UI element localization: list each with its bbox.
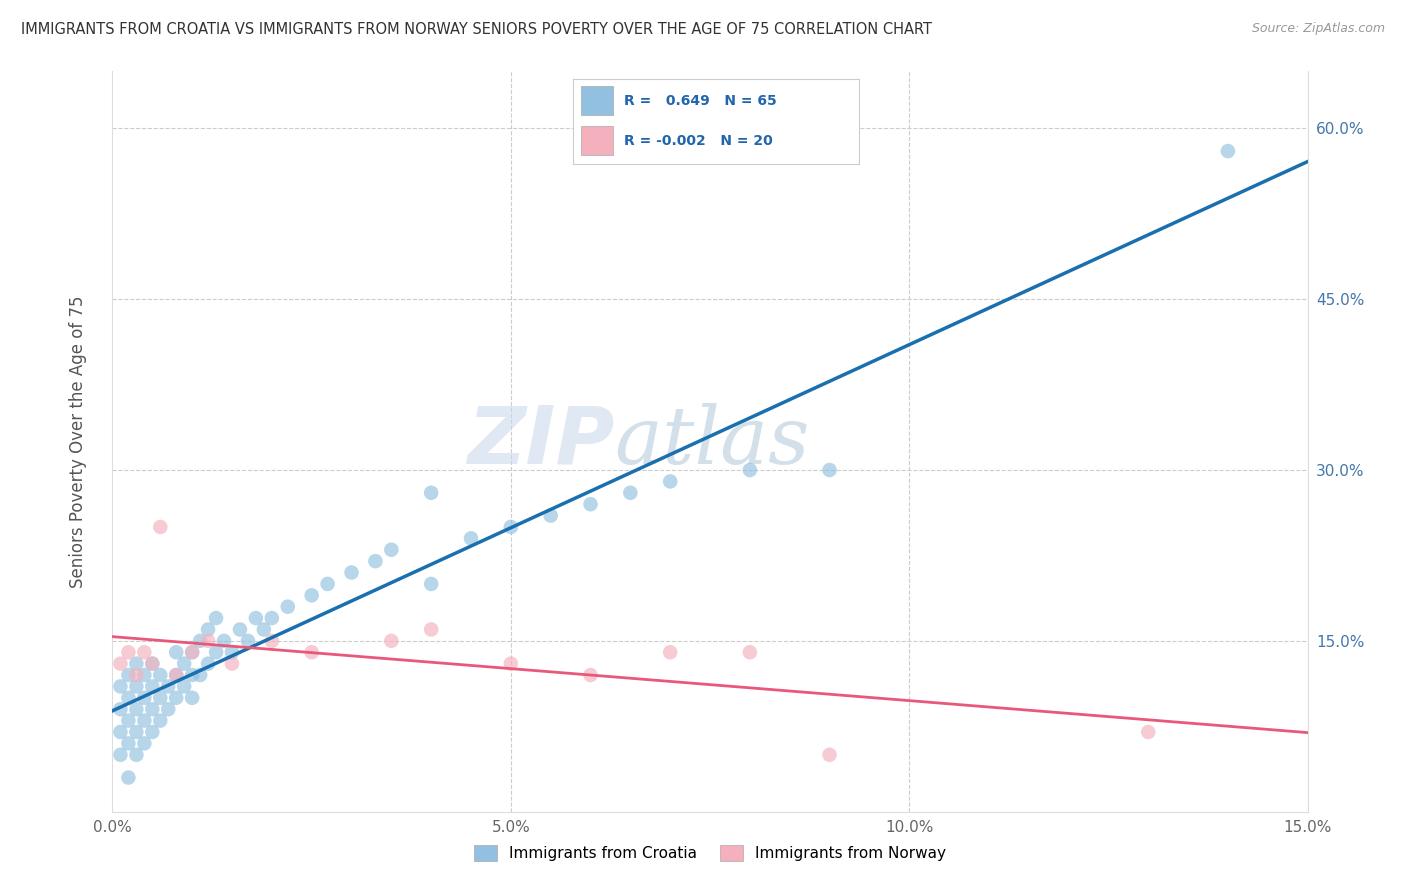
Point	[141, 702, 163, 716]
Point	[420, 577, 443, 591]
Point	[110, 725, 132, 739]
Point	[181, 645, 204, 659]
Point	[134, 736, 156, 750]
Text: IMMIGRANTS FROM CROATIA VS IMMIGRANTS FROM NORWAY SENIORS POVERTY OVER THE AGE O: IMMIGRANTS FROM CROATIA VS IMMIGRANTS FR…	[21, 22, 932, 37]
Point	[134, 645, 156, 659]
Point	[364, 554, 387, 568]
Text: atlas: atlas	[614, 403, 810, 480]
Point	[165, 668, 187, 682]
Point	[738, 463, 761, 477]
Point	[197, 633, 219, 648]
Point	[117, 736, 139, 750]
Point	[149, 668, 172, 682]
Point	[110, 702, 132, 716]
Point	[134, 690, 156, 705]
Point	[141, 657, 163, 671]
Point	[260, 633, 283, 648]
Point	[1137, 725, 1160, 739]
Point	[165, 645, 187, 659]
Point	[117, 668, 139, 682]
Point	[125, 725, 148, 739]
Point	[157, 680, 180, 694]
Point	[229, 623, 252, 637]
Text: ZIP: ZIP	[467, 402, 614, 481]
Point	[221, 645, 243, 659]
Point	[499, 657, 522, 671]
Point	[188, 633, 211, 648]
Point	[460, 532, 482, 546]
Point	[499, 520, 522, 534]
Point	[117, 771, 139, 785]
Point	[149, 714, 172, 728]
Point	[260, 611, 283, 625]
Point	[110, 657, 132, 671]
Point	[316, 577, 339, 591]
Point	[188, 668, 211, 682]
Point	[301, 588, 323, 602]
Point	[173, 680, 195, 694]
Point	[738, 645, 761, 659]
Point	[117, 714, 139, 728]
Point	[125, 680, 148, 694]
Point	[125, 702, 148, 716]
Point	[173, 657, 195, 671]
Point	[125, 657, 148, 671]
Point	[181, 690, 204, 705]
Point	[253, 623, 276, 637]
Point	[619, 485, 641, 500]
Point	[181, 645, 204, 659]
Point	[141, 680, 163, 694]
Point	[301, 645, 323, 659]
Point	[245, 611, 267, 625]
Point	[110, 747, 132, 762]
Point	[236, 633, 259, 648]
Point	[380, 633, 402, 648]
Point	[165, 690, 187, 705]
Point	[165, 668, 187, 682]
Point	[149, 520, 172, 534]
Point	[221, 657, 243, 671]
Y-axis label: Seniors Poverty Over the Age of 75: Seniors Poverty Over the Age of 75	[69, 295, 87, 588]
Text: Source: ZipAtlas.com: Source: ZipAtlas.com	[1251, 22, 1385, 36]
Point	[579, 668, 602, 682]
Point	[117, 690, 139, 705]
Point	[205, 611, 228, 625]
Point	[141, 725, 163, 739]
Point	[1216, 144, 1239, 158]
Point	[205, 645, 228, 659]
Legend: Immigrants from Croatia, Immigrants from Norway: Immigrants from Croatia, Immigrants from…	[468, 838, 952, 867]
Point	[149, 690, 172, 705]
Point	[134, 668, 156, 682]
Point	[380, 542, 402, 557]
Point	[277, 599, 299, 614]
Point	[818, 747, 841, 762]
Point	[659, 475, 682, 489]
Point	[125, 668, 148, 682]
Point	[141, 657, 163, 671]
Point	[420, 485, 443, 500]
Point	[659, 645, 682, 659]
Point	[540, 508, 562, 523]
Point	[110, 680, 132, 694]
Point	[420, 623, 443, 637]
Point	[181, 668, 204, 682]
Point	[818, 463, 841, 477]
Point	[197, 623, 219, 637]
Point	[197, 657, 219, 671]
Point	[340, 566, 363, 580]
Point	[117, 645, 139, 659]
Point	[134, 714, 156, 728]
Point	[579, 497, 602, 511]
Point	[125, 747, 148, 762]
Point	[157, 702, 180, 716]
Point	[212, 633, 235, 648]
